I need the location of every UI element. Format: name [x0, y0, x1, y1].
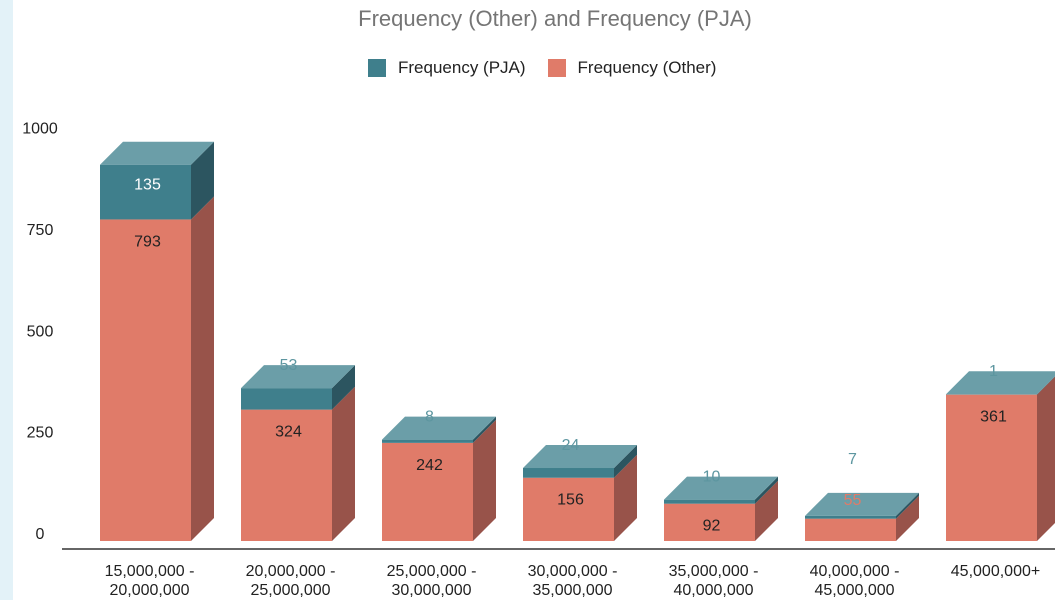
x-tick-label: 30,000,000 -	[528, 563, 618, 580]
data-label-pja: 10	[703, 469, 721, 486]
x-tick-label: 40,000,000 -	[810, 563, 900, 580]
bar-other-front	[946, 394, 1037, 541]
data-label-pja: 53	[280, 357, 298, 374]
legend-item-pja[interactable]: Frequency (PJA)	[368, 58, 526, 78]
data-label-pja: 8	[425, 409, 434, 426]
data-label-other: 156	[557, 492, 584, 509]
bar-other-front	[382, 442, 473, 541]
bar-other-front	[664, 503, 755, 541]
bar-top-face	[382, 416, 496, 440]
bar-pja-front	[523, 468, 614, 478]
x-tick-label: 25,000,000	[250, 582, 330, 599]
legend-label-pja: Frequency (PJA)	[398, 58, 526, 77]
bar-top-face	[100, 141, 214, 165]
data-label-pja: 24	[562, 437, 580, 454]
data-label-pja: 1	[989, 363, 998, 380]
data-label-pja: 7	[848, 451, 857, 468]
bar-other-front	[523, 477, 614, 541]
legend-swatch-pja	[368, 59, 386, 77]
bar-pja-side	[755, 476, 778, 504]
legend-swatch-other	[547, 59, 566, 77]
bar-pja-side	[191, 141, 214, 220]
data-label-other: 55	[844, 492, 862, 509]
bar-top-face	[523, 445, 637, 469]
bar-pja-front	[100, 164, 191, 220]
bar-pja-side	[473, 416, 496, 443]
x-tick-label: 45,000,000+	[951, 563, 1040, 580]
data-label-other: 92	[703, 518, 721, 535]
bar-other-side	[1037, 376, 1055, 541]
x-tick-label: 35,000,000 -	[669, 563, 759, 580]
bar-pja-front	[382, 439, 473, 443]
x-tick-label: 25,000,000 -	[387, 563, 477, 580]
data-label-other: 793	[134, 233, 161, 250]
bar-top-face	[805, 492, 919, 516]
window-edge	[0, 0, 13, 600]
x-tick-label: 35,000,000	[532, 582, 612, 599]
bar-top-face	[664, 476, 778, 500]
x-tick-label: 30,000,000	[391, 582, 471, 599]
x-tick-label: 20,000,000	[109, 582, 189, 599]
bar-pja-front	[241, 388, 332, 410]
y-tick-label: 750	[27, 222, 54, 239]
y-tick-label: 1000	[22, 121, 58, 138]
bar-other-front	[241, 409, 332, 541]
legend-label-other: Frequency (Other)	[577, 58, 717, 77]
bar-pja-side	[1037, 376, 1055, 395]
bar-top-face	[241, 365, 355, 389]
bar-pja-front	[664, 499, 755, 504]
bar-other-front	[100, 219, 191, 541]
data-label-other: 361	[980, 409, 1007, 426]
data-label-other: 242	[416, 457, 443, 474]
x-tick-label: 15,000,000 -	[105, 563, 195, 580]
bar-pja-side	[896, 492, 919, 519]
bar-other-side	[896, 495, 919, 541]
x-tick-label: 40,000,000	[673, 582, 753, 599]
bar-other-side	[473, 419, 496, 541]
data-label-pja: 135	[134, 177, 161, 194]
bar-other-front	[805, 518, 896, 541]
x-tick-label: 45,000,000	[814, 582, 894, 599]
bar-other-side	[332, 386, 355, 541]
x-tick-label: 20,000,000 -	[246, 563, 336, 580]
y-tick-label: 0	[36, 526, 45, 543]
bar-other-side	[191, 196, 214, 541]
chart-legend: Frequency (PJA) Frequency (Other)	[368, 58, 738, 78]
chart-title: Frequency (Other) and Frequency (PJA)	[358, 6, 752, 31]
bar-pja-side	[614, 445, 637, 478]
bar-pja-front	[805, 515, 896, 519]
y-tick-label: 250	[27, 425, 54, 442]
bar-top-face	[946, 371, 1055, 395]
legend-item-other[interactable]: Frequency (Other)	[547, 58, 717, 78]
data-label-other: 324	[275, 424, 302, 441]
bar-other-side	[755, 480, 778, 541]
bar-pja-side	[332, 365, 355, 410]
y-tick-label: 500	[27, 323, 54, 340]
bar-other-side	[614, 454, 637, 541]
